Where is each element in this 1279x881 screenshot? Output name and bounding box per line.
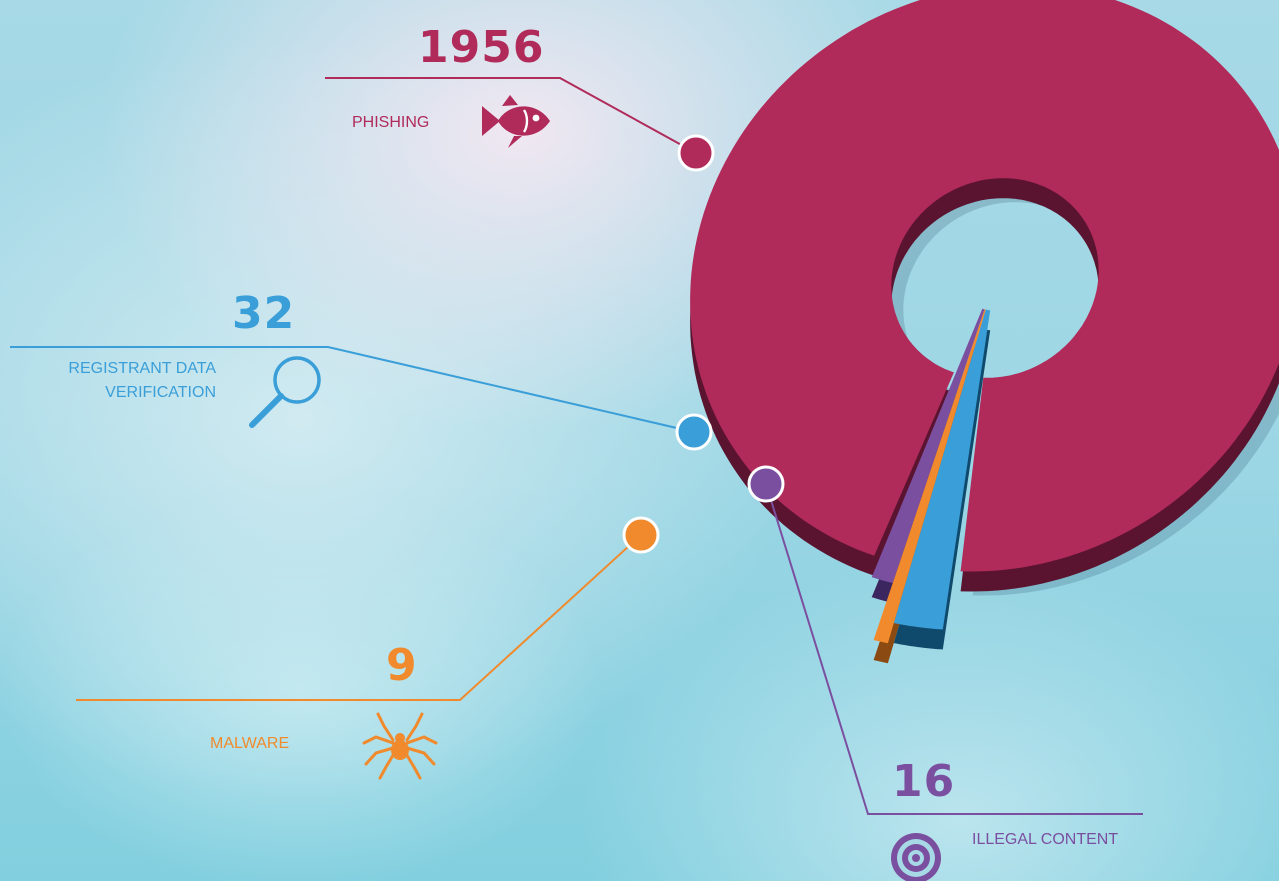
phishing-label: PHISHING (352, 114, 430, 131)
malware-leader-line (76, 534, 642, 701)
slice-markers (622, 134, 785, 554)
target-icon (891, 833, 941, 881)
phishing-leader-line (325, 77, 697, 154)
malware-marker (622, 516, 660, 554)
illegal-value: 16 (892, 756, 956, 807)
leader-lines (10, 77, 1143, 815)
magnifier-icon (249, 356, 321, 428)
spider-icon (362, 712, 438, 780)
slice-phishing (690, 0, 1279, 572)
slice-registrant (893, 309, 991, 630)
slice-malware (873, 309, 986, 644)
registrant-leader-line (10, 346, 695, 433)
phishing-value: 1956 (418, 22, 545, 73)
donut-tops (690, 0, 1279, 644)
illegal-leader-line (765, 483, 1143, 815)
malware-label: MALWARE (210, 735, 290, 752)
registrant-marker (675, 413, 713, 451)
illegal-label: ILLEGAL CONTENT (972, 831, 1119, 848)
illegal-marker (747, 465, 785, 503)
registrant-label-line2: VERIFICATION (105, 384, 216, 401)
fish-icon (482, 95, 550, 148)
malware-value: 9 (386, 640, 418, 691)
registrant-value: 32 (232, 288, 296, 339)
phishing-marker (677, 134, 715, 172)
slice-illegal (871, 308, 985, 583)
registrant-label-line1: REGISTRANT DATA (68, 360, 216, 377)
